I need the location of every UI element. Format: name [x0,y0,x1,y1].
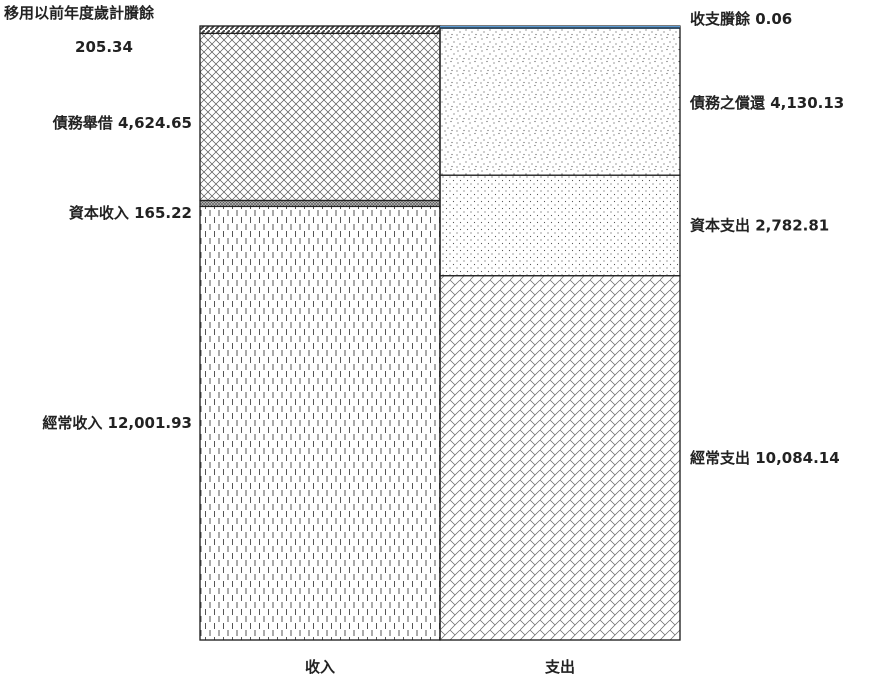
bar-segment-expense-regular [439,275,681,641]
bar-segment-income-surplus [199,25,441,35]
label-income-debt: 債務舉借 4,624.65 [52,114,192,132]
labels-group: 經常收入 12,001.93 資本收入 165.22 債務舉借 4,624.65 移用… [4,4,844,467]
category-label-0: 收入 [305,658,335,676]
bar-segment-income-capital [199,199,441,208]
label-value-income-surplus: 205.34 [75,38,133,56]
label-income-capital: 資本收入 165.22 [69,204,192,222]
bar-segment-income-regular [199,205,441,641]
label-income-regular: 經常收入 12,001.93 [42,414,192,432]
label-income-surplus: 移用以前年度歲計賸餘 [4,4,155,22]
label-expense-regular: 經常支出 10,084.14 [690,449,840,467]
bars-group [199,25,681,641]
bar-segment-expense-capital [439,174,681,277]
bar-frame-1 [439,27,681,641]
label-expense-capital: 資本支出 2,782.81 [690,216,829,234]
label-expense-debt: 債務之償還 4,130.13 [689,94,844,112]
bar-segment-income-debt [199,32,441,202]
category-labels-group: 收入 支出 [305,658,575,676]
bar-segment-expense-debt [439,25,681,176]
label-expense-surplus: 收支賸餘 0.06 [690,10,792,28]
category-label-1: 支出 [544,658,575,676]
